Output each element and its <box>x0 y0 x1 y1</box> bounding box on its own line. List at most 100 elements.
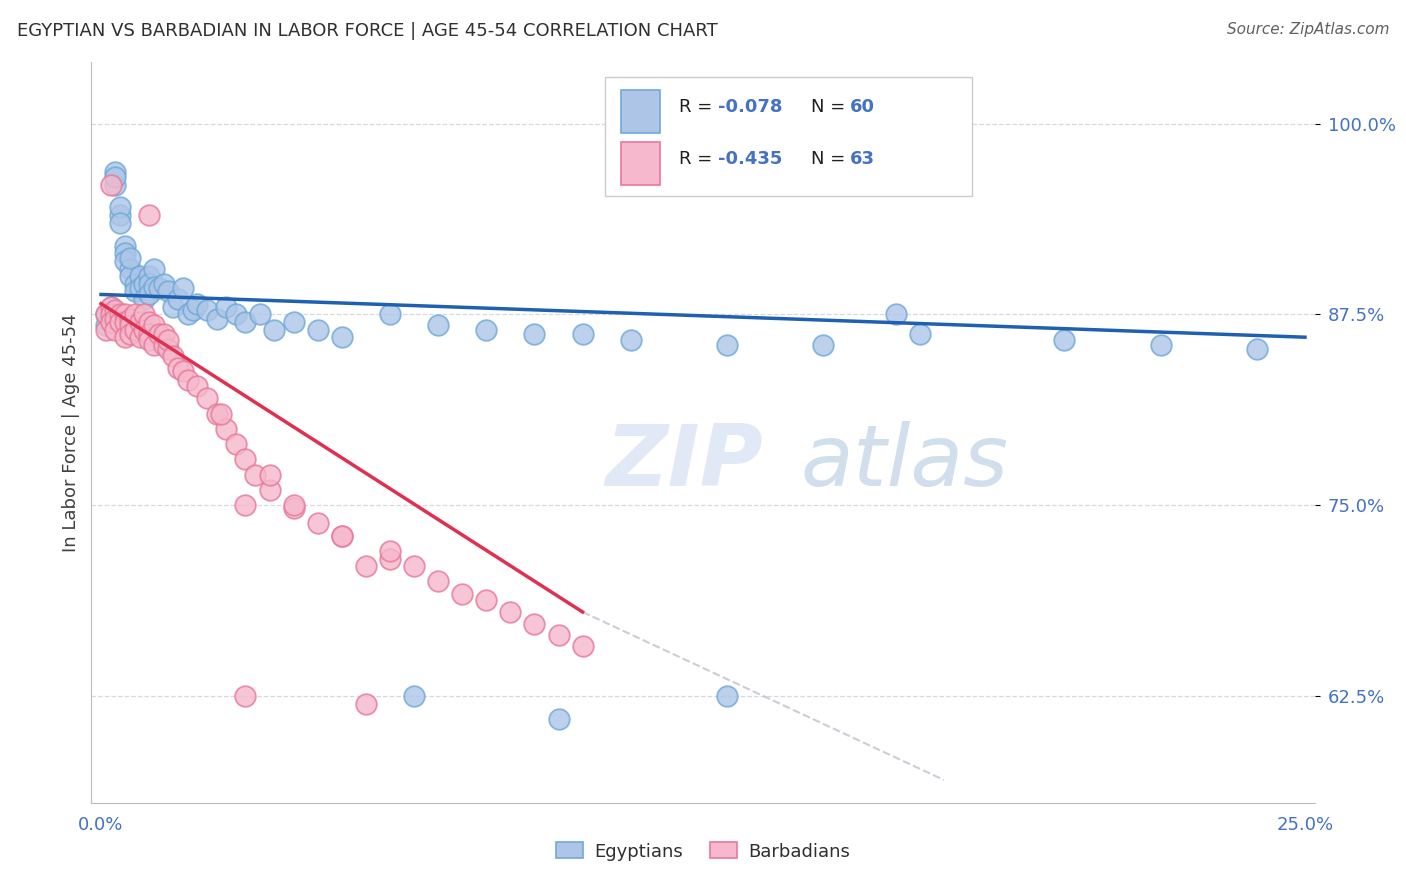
Point <box>134 292 156 306</box>
Point <box>475 322 498 336</box>
Point <box>143 261 166 276</box>
Point <box>110 216 132 230</box>
Point <box>167 360 190 375</box>
Point <box>330 529 353 543</box>
Point <box>523 327 546 342</box>
Point <box>94 307 117 321</box>
Point <box>148 327 170 342</box>
Point <box>205 407 228 421</box>
Point <box>378 544 401 558</box>
Point <box>1246 343 1268 357</box>
Point <box>263 322 285 336</box>
Point <box>128 315 150 329</box>
Legend: Egyptians, Barbadians: Egyptians, Barbadians <box>548 835 858 868</box>
Text: atlas: atlas <box>801 421 1010 504</box>
Point <box>225 307 247 321</box>
Bar <box>621 142 661 185</box>
Point <box>148 281 170 295</box>
Text: Source: ZipAtlas.com: Source: ZipAtlas.com <box>1226 22 1389 37</box>
Point <box>152 338 174 352</box>
Point <box>143 338 166 352</box>
Point <box>716 338 738 352</box>
Point <box>138 277 160 291</box>
Point <box>177 307 200 321</box>
Point <box>104 312 127 326</box>
Text: N =: N = <box>811 98 851 116</box>
Point <box>100 178 122 192</box>
Point <box>571 639 593 653</box>
Point <box>104 178 127 192</box>
Text: 63: 63 <box>849 150 875 168</box>
Point <box>259 467 281 482</box>
Point <box>354 697 377 711</box>
Point <box>94 307 117 321</box>
Point <box>177 373 200 387</box>
Point <box>330 330 353 344</box>
Point <box>157 333 180 347</box>
Point <box>205 312 228 326</box>
Point <box>114 315 136 329</box>
Point <box>134 307 156 321</box>
Point <box>235 689 257 703</box>
Point <box>104 322 127 336</box>
Point <box>134 322 156 336</box>
Point <box>215 300 238 314</box>
Point <box>104 302 127 317</box>
Point <box>100 315 122 329</box>
Point <box>225 437 247 451</box>
Point <box>195 302 218 317</box>
Point <box>181 302 204 317</box>
Text: ZIP: ZIP <box>605 421 763 504</box>
Point <box>114 246 136 260</box>
Point <box>209 407 232 421</box>
Bar <box>621 90 661 133</box>
Point <box>114 238 136 252</box>
Point <box>110 201 132 215</box>
Text: -0.435: -0.435 <box>717 150 782 168</box>
FancyBboxPatch shape <box>605 78 972 195</box>
Point <box>138 269 160 284</box>
Point <box>716 116 738 130</box>
Point <box>110 315 132 329</box>
Point <box>143 280 166 294</box>
Point <box>114 330 136 344</box>
Point <box>157 285 180 299</box>
Point <box>94 318 117 332</box>
Point <box>283 501 305 516</box>
Point <box>114 307 136 321</box>
Point <box>235 452 257 467</box>
Point <box>283 315 305 329</box>
Point <box>100 300 122 314</box>
Point <box>354 559 377 574</box>
Point <box>114 253 136 268</box>
Text: EGYPTIAN VS BARBADIAN IN LABOR FORCE | AGE 45-54 CORRELATION CHART: EGYPTIAN VS BARBADIAN IN LABOR FORCE | A… <box>17 22 717 40</box>
Point <box>307 322 329 336</box>
Point <box>451 587 474 601</box>
Point <box>1149 338 1171 352</box>
Point <box>571 327 593 342</box>
Text: -0.078: -0.078 <box>717 98 782 116</box>
Point <box>243 467 266 482</box>
Point <box>195 391 218 405</box>
Point <box>547 628 569 642</box>
Point <box>138 327 160 342</box>
Point <box>427 318 450 332</box>
Text: N =: N = <box>811 150 851 168</box>
Point <box>124 277 146 291</box>
Point <box>128 330 150 344</box>
Point <box>307 516 329 531</box>
Point <box>138 208 160 222</box>
Point <box>378 307 401 321</box>
Point <box>716 689 738 703</box>
Point <box>157 343 180 357</box>
Point <box>1053 333 1076 347</box>
Point <box>110 307 132 321</box>
Point <box>124 322 146 336</box>
Point <box>138 287 160 301</box>
Point <box>172 364 194 378</box>
Point <box>104 169 127 184</box>
Point <box>620 333 643 347</box>
Point <box>186 296 208 310</box>
Y-axis label: In Labor Force | Age 45-54: In Labor Force | Age 45-54 <box>62 313 80 552</box>
Point <box>118 251 141 265</box>
